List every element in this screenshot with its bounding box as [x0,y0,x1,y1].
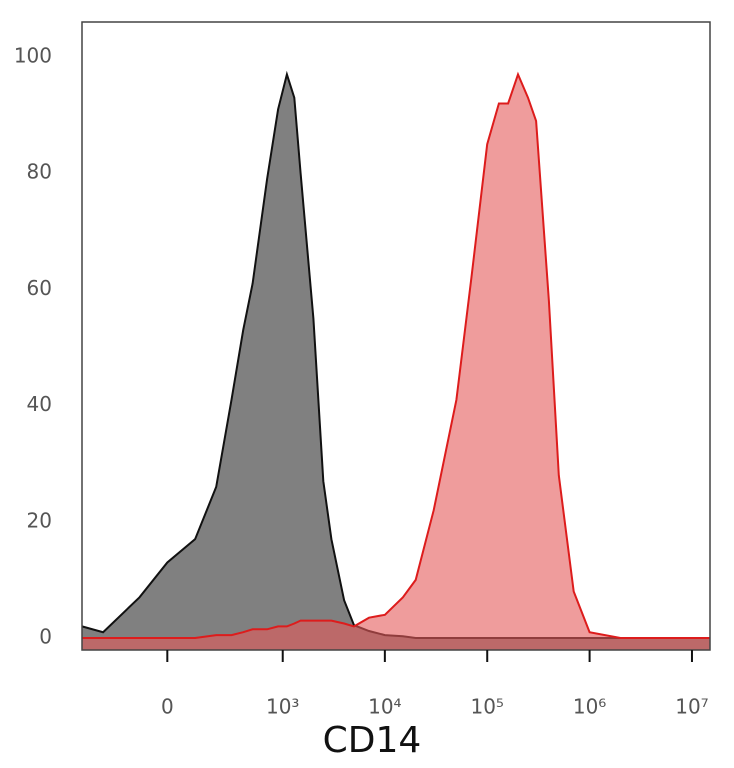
y-tick-label: 40 [27,392,52,416]
x-tick-label: 10³ [266,695,299,719]
series-line [82,71,710,639]
y-tick-label: 20 [27,508,52,532]
y-tick-label: 60 [27,276,52,300]
x-tick-label: 0 [161,695,174,719]
y-tick-label: 0 [39,625,52,649]
series-line [81,70,710,639]
x-tick-label: 10⁷ [675,695,708,719]
x-tick-label: 10⁴ [368,695,401,719]
plot-frame [81,21,711,651]
x-tick-label: 10⁵ [470,695,503,719]
y-tick-label: 100 [14,44,52,68]
series-area [82,74,710,650]
series-area [82,74,710,650]
x-tick-label: 10⁶ [573,695,606,719]
x-axis-title: CD14 [323,720,422,761]
y-tick-label: 80 [27,160,52,184]
